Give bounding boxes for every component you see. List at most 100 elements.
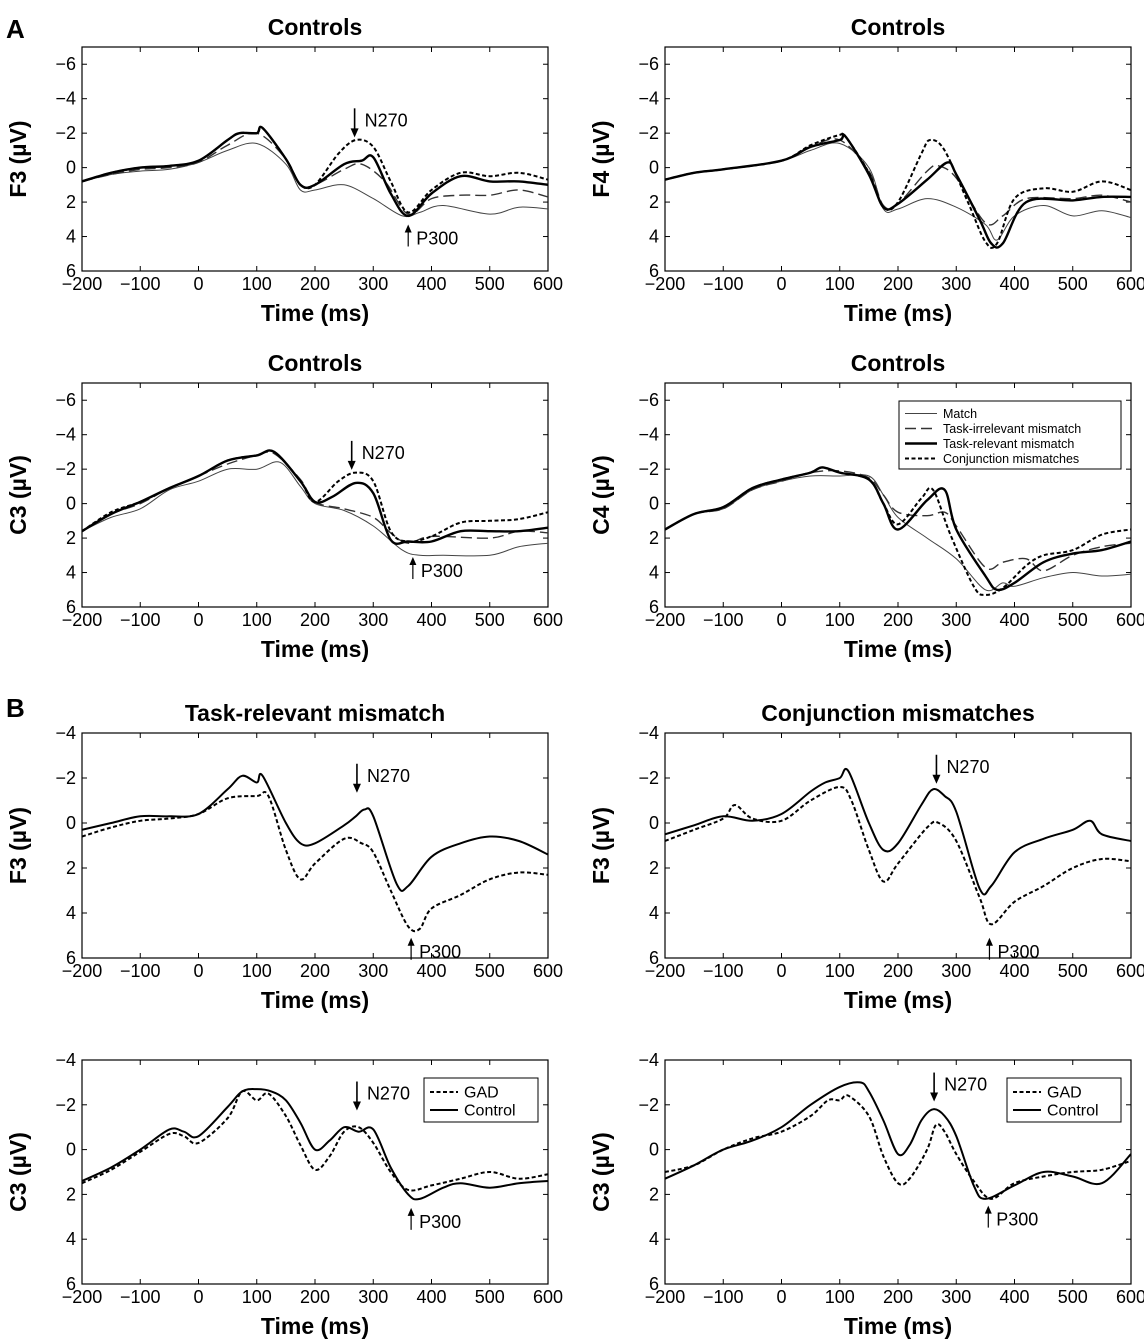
x-tick-label: 300	[358, 1287, 388, 1307]
y-tick-label: 2	[66, 192, 76, 212]
y-tick-label: 0	[66, 494, 76, 514]
plot-frame	[664, 732, 1132, 959]
x-tick-label: 0	[776, 961, 786, 981]
annotation-label: N270	[367, 1084, 410, 1104]
y-tick-label: −6	[55, 390, 76, 410]
y-tick-label: 0	[649, 1140, 659, 1160]
x-tick-label: 0	[193, 274, 203, 294]
annotation-n270: N270	[930, 1072, 987, 1102]
x-axis-label: Time (ms)	[844, 636, 952, 662]
y-tick-label: −2	[55, 768, 76, 788]
x-tick-label: 600	[1116, 961, 1144, 981]
series-line-task-relevant-mismatch	[82, 125, 548, 218]
y-tick-label: −4	[638, 425, 659, 445]
x-axis-label: Time (ms)	[261, 987, 369, 1013]
x-tick-label: 600	[1116, 610, 1144, 630]
series-group	[82, 772, 548, 933]
arrow-down-icon	[352, 783, 361, 793]
y-tick-label: −4	[638, 723, 659, 743]
x-tick-label: 400	[416, 610, 446, 630]
y-tick-label: 0	[649, 813, 659, 833]
y-tick-label: −4	[55, 89, 76, 109]
annotation-n270: N270	[932, 754, 989, 784]
series-group	[665, 466, 1131, 596]
annotation-label: P300	[419, 1212, 461, 1232]
panel-title: Controls	[851, 14, 946, 40]
x-tick-label: 100	[242, 274, 272, 294]
x-tick-label: 500	[475, 961, 505, 981]
legend-label-gad: GAD	[1047, 1085, 1082, 1102]
annotation-label: N270	[362, 443, 405, 463]
panel-2: −200 −100 0 100 200 300 400 500 600 −6 −4 −2 0 2 4 6 Con…	[588, 14, 1144, 326]
y-tick-label: 4	[66, 903, 76, 923]
y-tick-label: −2	[638, 459, 659, 479]
x-axis-label: Time (ms)	[261, 1313, 369, 1339]
annotation-p300: P300	[407, 937, 461, 962]
x-tick-label: 0	[776, 610, 786, 630]
x-tick-label: 600	[533, 961, 563, 981]
y-tick-label: −2	[638, 768, 659, 788]
series-group	[82, 449, 548, 557]
x-tick-label: 200	[300, 1287, 330, 1307]
y-tick-label: 2	[66, 1184, 76, 1204]
annotation-label: P300	[419, 942, 461, 962]
y-tick-label: 0	[66, 813, 76, 833]
series-line-gad	[82, 790, 548, 933]
panel-letter-b: B	[6, 693, 25, 723]
y-tick-label: 6	[649, 597, 659, 617]
x-tick-label: 200	[883, 1287, 913, 1307]
annotation-n270: N270	[347, 440, 405, 470]
x-tick-label: −100	[703, 1287, 744, 1307]
panel-title: Controls	[268, 14, 363, 40]
series-line-control	[82, 772, 548, 892]
y-tick-label: 2	[66, 528, 76, 548]
y-tick-label: 6	[649, 261, 659, 281]
x-tick-label: −200	[645, 961, 686, 981]
annotation-label: N270	[367, 766, 410, 786]
legend-label-conjunction-mismatches: Conjunction mismatches	[943, 452, 1079, 466]
x-axis-label: Time (ms)	[844, 987, 952, 1013]
y-tick-label: 4	[66, 563, 76, 583]
annotation-label: N270	[946, 757, 989, 777]
x-tick-label: 600	[1116, 1287, 1144, 1307]
x-tick-label: −100	[120, 274, 161, 294]
x-tick-label: 600	[533, 610, 563, 630]
x-tick-label: 100	[825, 961, 855, 981]
annotation-label: P300	[416, 228, 458, 248]
series-line-conjunction-mismatches	[665, 466, 1131, 596]
annotation-p300: P300	[984, 1205, 1038, 1230]
annotation-p300: P300	[409, 557, 463, 581]
x-tick-label: −100	[120, 610, 161, 630]
x-tick-label: 400	[416, 274, 446, 294]
y-tick-label: −4	[55, 425, 76, 445]
legend-label-match: Match	[943, 407, 977, 421]
y-tick-label: −4	[638, 89, 659, 109]
x-axis-label: Time (ms)	[261, 636, 369, 662]
y-tick-label: −2	[638, 1095, 659, 1115]
x-tick-label: 400	[999, 1287, 1029, 1307]
x-tick-label: 100	[242, 961, 272, 981]
annotation-p300: P300	[985, 937, 1039, 962]
x-tick-label: −200	[62, 274, 103, 294]
y-tick-label: 2	[649, 192, 659, 212]
y-axis-label: F3 (µV)	[5, 120, 31, 197]
panel-1: −200 −100 0 100 200 300 400 500 600 −6 −4 −2 0 2 4 6 Con…	[5, 14, 563, 326]
x-axis-label: Time (ms)	[261, 300, 369, 326]
x-tick-label: 300	[941, 1287, 971, 1307]
arrow-down-icon	[932, 774, 941, 784]
y-tick-label: 6	[649, 948, 659, 968]
y-tick-label: 4	[649, 227, 659, 247]
y-tick-label: −2	[55, 459, 76, 479]
panel-title: Controls	[268, 350, 363, 376]
y-tick-label: −4	[55, 1050, 76, 1070]
y-tick-label: 4	[66, 227, 76, 247]
annotation-label: N270	[365, 110, 408, 130]
panel-title: Conjunction mismatches	[761, 700, 1034, 726]
series-group	[82, 125, 548, 218]
panel-6: −200 −100 0 100 200 300 400 500 600 −4 −2 0 2 4 6 Conju…	[588, 700, 1144, 1013]
series-line-match	[82, 142, 548, 218]
y-tick-label: −4	[638, 1050, 659, 1070]
arrow-down-icon	[350, 128, 359, 138]
series-group	[665, 131, 1131, 249]
